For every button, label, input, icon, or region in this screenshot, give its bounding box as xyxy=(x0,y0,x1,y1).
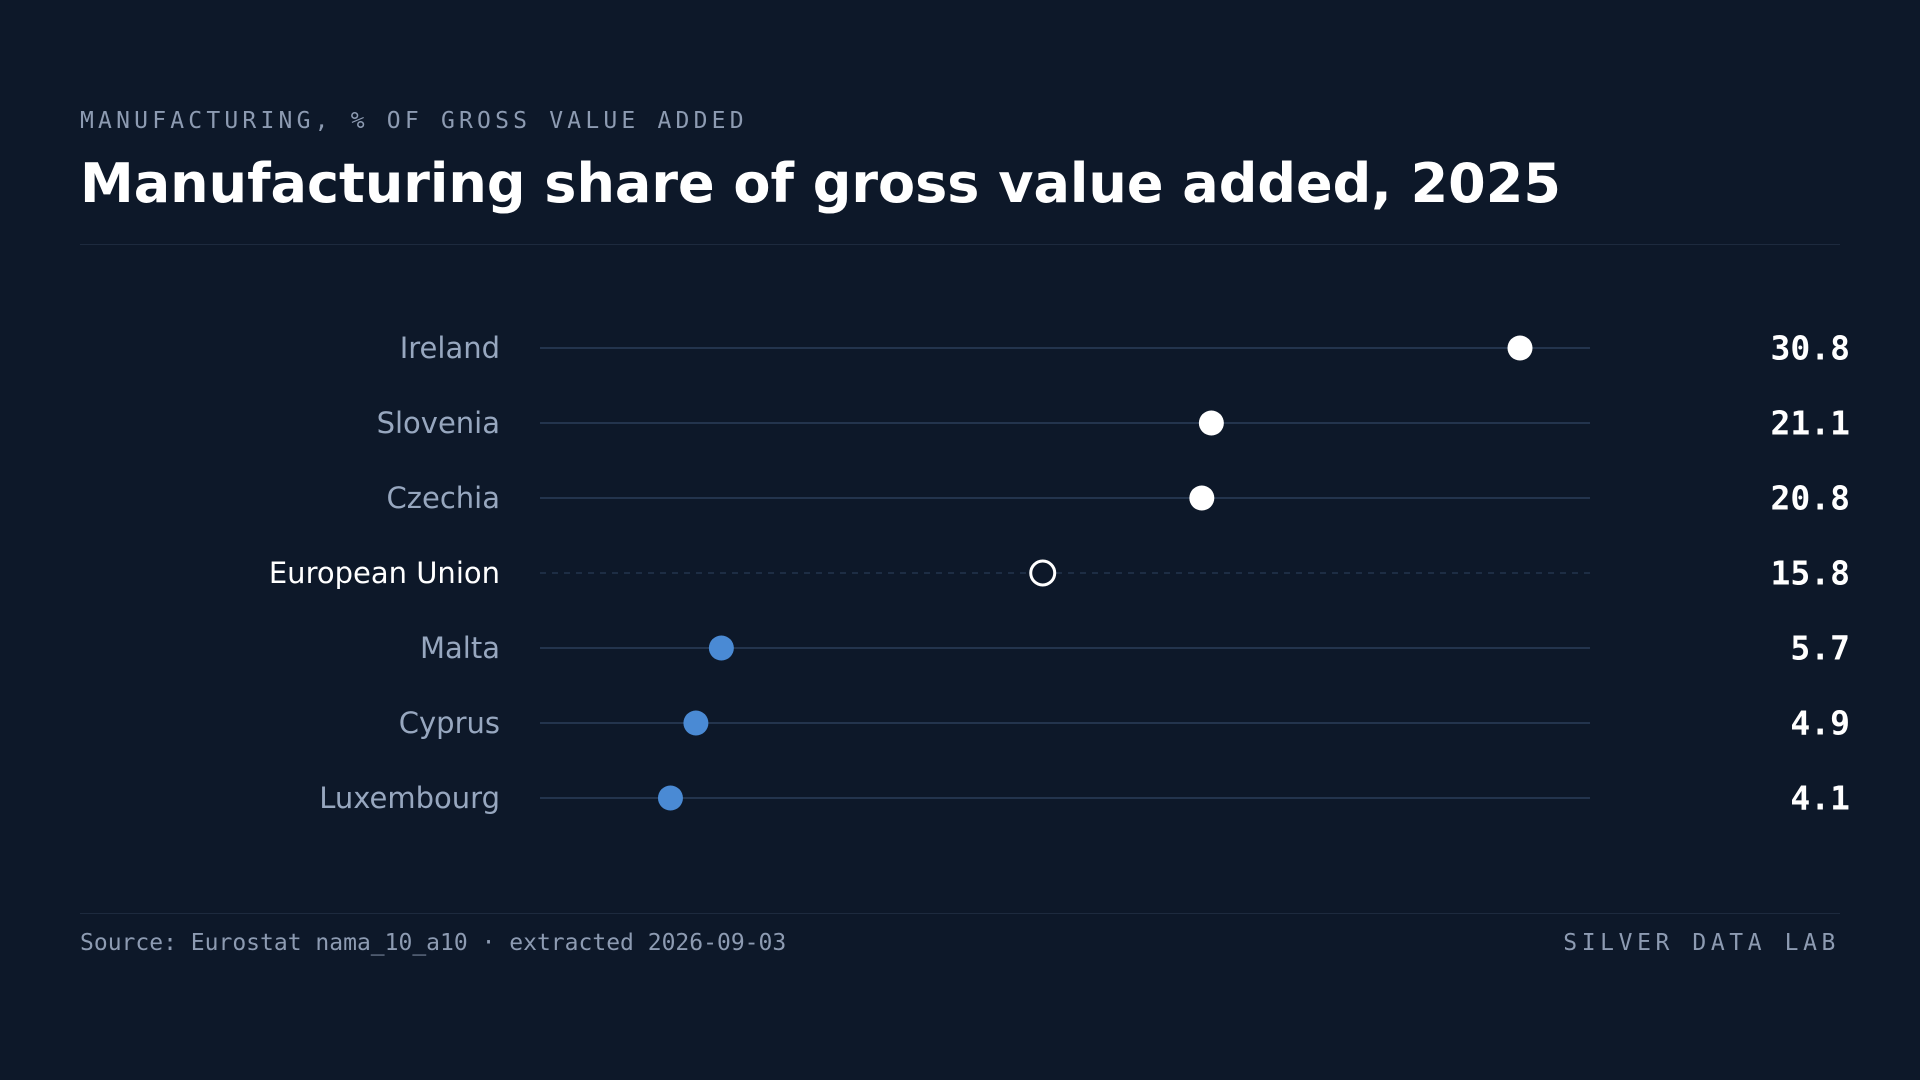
data-dot-malta xyxy=(708,635,734,661)
data-dot-european-union xyxy=(1029,559,1057,587)
footer-divider xyxy=(80,913,1840,914)
data-dot-luxembourg xyxy=(657,785,683,811)
chart-kicker: MANUFACTURING, % OF GROSS VALUE ADDED xyxy=(80,108,748,134)
data-dot-cyprus xyxy=(683,710,709,736)
category-label-slovenia: Slovenia xyxy=(377,406,500,440)
data-dot-slovenia xyxy=(1198,410,1224,436)
brand-name: SILVER DATA LAB xyxy=(1563,930,1840,956)
chart-title: Manufacturing share of gross value added… xyxy=(80,152,1561,215)
value-label-cyprus: 4.9 xyxy=(1790,704,1850,743)
value-label-european-union: 15.8 xyxy=(1771,554,1850,593)
value-label-slovenia: 21.1 xyxy=(1771,404,1850,443)
source-note: Source: Eurostat nama_10_a10 · extracted… xyxy=(80,930,787,956)
value-label-luxembourg: 4.1 xyxy=(1790,779,1850,818)
category-label-malta: Malta xyxy=(420,631,500,665)
value-label-ireland: 30.8 xyxy=(1771,329,1850,368)
value-label-malta: 5.7 xyxy=(1790,629,1850,668)
category-label-ireland: Ireland xyxy=(400,331,500,365)
data-dot-ireland xyxy=(1507,335,1533,361)
data-dot-czechia xyxy=(1189,485,1215,511)
category-label-cyprus: Cyprus xyxy=(399,706,500,740)
category-label-luxembourg: Luxembourg xyxy=(319,781,500,815)
header-divider xyxy=(80,244,1840,245)
value-label-czechia: 20.8 xyxy=(1771,479,1850,518)
category-label-european-union: European Union xyxy=(269,556,500,590)
category-label-czechia: Czechia xyxy=(387,481,500,515)
